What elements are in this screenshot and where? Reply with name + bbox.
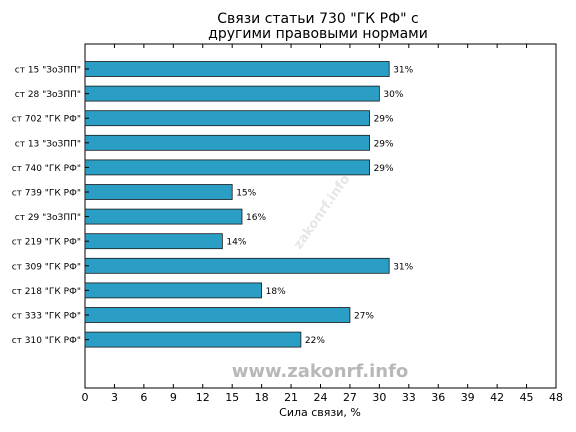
bar bbox=[84, 134, 370, 151]
bar-value-label: 14% bbox=[226, 238, 246, 248]
bar bbox=[84, 257, 390, 274]
category-label: ст 333 "ГК РФ" bbox=[12, 312, 81, 322]
bar-value-label: 27% bbox=[354, 312, 374, 322]
chart-title-line-2: другими правовыми нормами bbox=[208, 26, 428, 42]
bar-value-label: 16% bbox=[246, 213, 266, 223]
x-tick-label: 48 bbox=[549, 391, 563, 404]
category-label: ст 15 "ЗоЗПП" bbox=[15, 66, 81, 76]
x-tick-label: 3 bbox=[111, 391, 118, 404]
x-tick-label: 27 bbox=[343, 391, 357, 404]
bar bbox=[84, 110, 370, 127]
watermark-diagonal: zakonrf.info bbox=[291, 172, 353, 252]
x-tick-label: 39 bbox=[461, 391, 475, 404]
x-tick-label: 15 bbox=[225, 391, 239, 404]
bar-value-label: 30% bbox=[383, 90, 403, 100]
bar-value-label: 29% bbox=[374, 115, 394, 125]
bar bbox=[84, 184, 233, 200]
x-tick-label: 33 bbox=[402, 391, 416, 404]
x-tick-label: 12 bbox=[196, 391, 210, 404]
category-labels: ст 15 "ЗоЗПП" ст 28 "ЗоЗПП" ст 702 "ГК РФ"… bbox=[12, 66, 89, 346]
x-tick-label: 30 bbox=[372, 391, 386, 404]
bar bbox=[84, 233, 223, 250]
x-axis-title: Сила связи, % bbox=[279, 406, 361, 419]
bar bbox=[84, 331, 302, 348]
category-label: ст 13 "ЗоЗПП" bbox=[15, 139, 81, 149]
bar bbox=[84, 208, 243, 225]
bar bbox=[84, 85, 380, 102]
bar-value-label: 29% bbox=[374, 139, 394, 149]
category-label: ст 310 "ГК РФ" bbox=[12, 336, 81, 346]
bar bbox=[84, 307, 351, 323]
x-tick-label: 36 bbox=[431, 391, 445, 404]
bar-value-label: 15% bbox=[236, 189, 256, 199]
bar bbox=[84, 282, 263, 299]
category-label: ст 219 "ГК РФ" bbox=[12, 238, 81, 248]
chart-title-line-1: Связи статьи 730 "ГК РФ" с bbox=[217, 11, 418, 27]
bar-value-label: 18% bbox=[266, 287, 286, 297]
bar bbox=[84, 159, 370, 176]
bar-value-label: 22% bbox=[305, 336, 325, 346]
category-label: ст 739 "ГК РФ" bbox=[12, 189, 81, 199]
category-label: ст 28 "ЗоЗПП" bbox=[15, 90, 81, 100]
category-label: ст 29 "ЗоЗПП" bbox=[15, 213, 81, 223]
x-tick-label: 9 bbox=[170, 391, 177, 404]
bar bbox=[84, 61, 390, 77]
category-label: ст 218 "ГК РФ" bbox=[12, 287, 81, 297]
x-axis-ticks: 0 3 6 9 12 15 18 21 24 27 30 33 36 39 42 45 48 bbox=[82, 44, 563, 404]
bars-group: 31% 30% 29% 29% 29% 15% 16% 14% 31% 18% 27% 22% bbox=[84, 61, 414, 348]
x-tick-label: 6 bbox=[140, 391, 147, 404]
bar-value-label: 29% bbox=[374, 164, 394, 174]
x-tick-label: 18 bbox=[255, 391, 269, 404]
category-label: ст 309 "ГК РФ" bbox=[12, 262, 81, 272]
x-tick-label: 21 bbox=[284, 391, 298, 404]
bar-value-label: 31% bbox=[393, 66, 413, 76]
category-label: ст 740 "ГК РФ" bbox=[12, 164, 81, 174]
x-tick-label: 42 bbox=[490, 391, 504, 404]
x-tick-label: 0 bbox=[82, 391, 89, 404]
watermark: www.zakonrf.info bbox=[232, 361, 409, 382]
bar-value-label: 31% bbox=[393, 262, 413, 272]
x-tick-label: 24 bbox=[314, 391, 328, 404]
x-tick-label: 45 bbox=[520, 391, 534, 404]
category-label: ст 702 "ГК РФ" bbox=[12, 115, 81, 125]
